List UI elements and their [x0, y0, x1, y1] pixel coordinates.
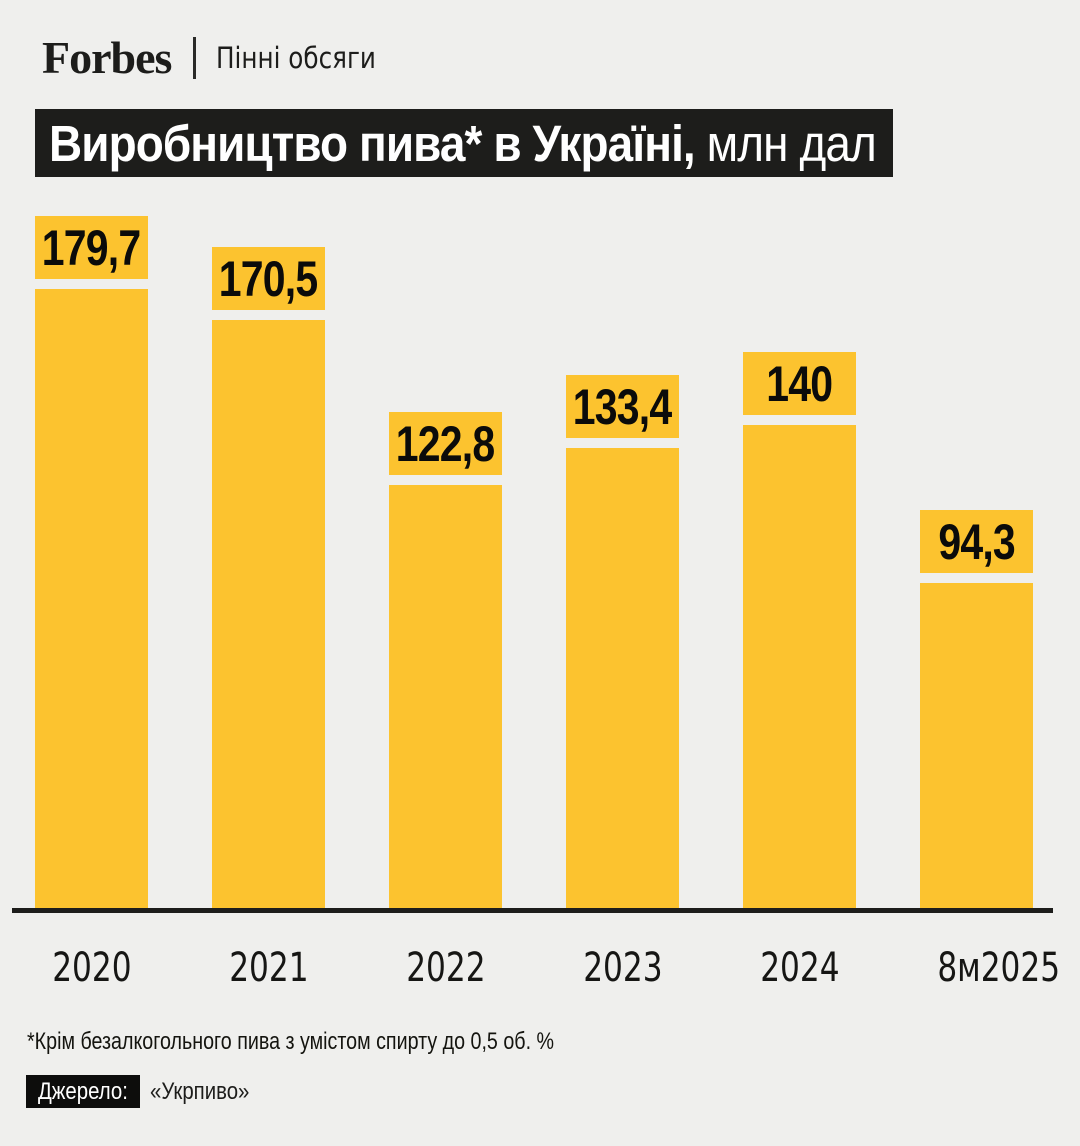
bar-value-chip: 133,4: [566, 375, 679, 438]
chart-title-unit: млн дал: [694, 114, 877, 172]
footnote: *Крім безалкогольного пива з умістом спи…: [27, 1028, 555, 1055]
bar-column: 179,7: [35, 216, 148, 908]
source-chip: Джерело:: [26, 1075, 140, 1108]
header-divider: [193, 37, 197, 79]
source-label: Джерело:: [38, 1077, 128, 1105]
x-axis-labels: 2020 2021 2022 2023 2024 8м2025: [35, 945, 1061, 991]
x-axis-label: 2021: [228, 945, 309, 991]
chart-title-main: Виробництво пива* в Україні,: [49, 114, 696, 172]
bar: [389, 485, 502, 908]
bar: [35, 289, 148, 908]
bar: [212, 320, 325, 908]
bar-value-chip: 140: [743, 352, 856, 415]
rubric-label: Пінні обсяги: [216, 40, 377, 75]
bar: [743, 425, 856, 908]
bar: [920, 583, 1033, 908]
bar-value-chip: 94,3: [920, 510, 1033, 573]
bar-value-chip: 179,7: [35, 216, 148, 279]
bar-column: 94,3: [920, 510, 1033, 908]
bar-value-label: 122,8: [396, 415, 495, 472]
x-axis-label: 2020: [51, 945, 132, 991]
header: Forbes Пінні обсяги: [42, 34, 405, 82]
x-axis-label: 2023: [582, 945, 663, 991]
forbes-logo: Forbes: [42, 32, 172, 83]
source-row: Джерело: «Укрпиво»: [26, 1075, 267, 1108]
bar-value-label: 140: [766, 355, 834, 412]
chart-title: Виробництво пива* в Україні, млн дал: [49, 114, 877, 172]
bar-value-label: 94,3: [938, 513, 1015, 570]
bar-value-label: 170,5: [219, 250, 318, 307]
chart-title-box: Виробництво пива* в Україні, млн дал: [35, 109, 893, 177]
bar-column: 133,4: [566, 375, 679, 908]
bar-value-label: 179,7: [42, 219, 141, 276]
bar-value-chip: 122,8: [389, 412, 502, 475]
bars-row: 179,7 170,5 122,8 133,4 140 94,3: [35, 0, 1033, 908]
bar: [566, 448, 679, 908]
x-axis-label: 2024: [759, 945, 840, 991]
x-axis-label: 8м2025: [937, 945, 1061, 991]
x-axis-line: [12, 908, 1053, 913]
source-value: «Укрпиво»: [150, 1077, 250, 1105]
bar-column: 122,8: [389, 412, 502, 908]
bar-column: 140: [743, 352, 856, 908]
x-axis-label: 2022: [405, 945, 486, 991]
bar-value-chip: 170,5: [212, 247, 325, 310]
bar-value-label: 133,4: [573, 378, 672, 435]
bar-column: 170,5: [212, 247, 325, 908]
